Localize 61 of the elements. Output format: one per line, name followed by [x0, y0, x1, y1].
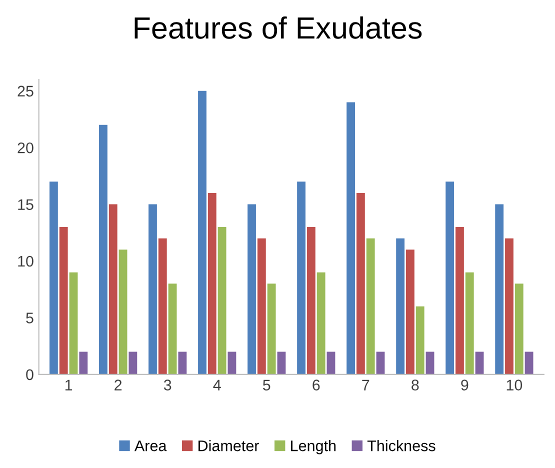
bar	[148, 204, 157, 374]
bar	[524, 352, 534, 374]
x-tick-label: 6	[312, 380, 320, 390]
bar	[79, 352, 88, 374]
y-tick-label: 5	[26, 312, 34, 324]
bar	[59, 226, 68, 374]
y-tick-label: 10	[18, 256, 34, 267]
y-tick-label: 15	[18, 199, 34, 210]
bar	[514, 284, 524, 374]
bar	[178, 352, 187, 374]
bar	[297, 182, 306, 374]
bar	[108, 204, 118, 374]
x-tick-label: 4	[213, 380, 221, 390]
y-tick-label: 25	[18, 86, 34, 97]
bar	[208, 192, 216, 374]
bar	[257, 238, 266, 374]
bar	[446, 182, 454, 374]
bar	[168, 284, 177, 374]
y-tick-label: 0	[26, 369, 34, 380]
legend-label: Thickness	[367, 440, 436, 452]
bar	[396, 238, 405, 374]
x-tick-label: 5	[262, 380, 270, 390]
legend-label: Diameter	[198, 440, 259, 452]
bar	[277, 352, 286, 374]
x-tick-label: 3	[164, 380, 172, 390]
bar	[248, 204, 256, 374]
bar	[69, 272, 78, 374]
bar	[366, 238, 375, 374]
bar	[118, 250, 128, 374]
bar	[475, 352, 484, 374]
chart-title: Features of Exudates	[134, 16, 422, 39]
bar	[465, 272, 474, 374]
x-tick-label: 10	[506, 380, 522, 390]
bar	[158, 238, 167, 374]
x-tick-label: 9	[461, 380, 468, 390]
bar	[376, 352, 385, 374]
x-tick-label: 7	[362, 380, 370, 390]
bar	[346, 102, 355, 374]
y-tick-label: 20	[18, 142, 34, 154]
bar	[406, 250, 414, 374]
bar	[456, 226, 464, 374]
bar	[228, 352, 236, 374]
bar	[267, 284, 276, 374]
x-tick-label: 1	[65, 380, 72, 390]
legend-label: Length	[291, 440, 336, 454]
bar	[356, 192, 365, 374]
x-tick-label: 8	[412, 380, 419, 390]
x-tick-label: 2	[114, 380, 122, 390]
legend-label: Area	[134, 440, 167, 452]
bar	[426, 352, 434, 374]
bar	[306, 226, 316, 374]
bar	[198, 90, 206, 374]
bar	[99, 124, 108, 374]
bar	[316, 272, 326, 374]
bar	[128, 352, 138, 374]
bar	[505, 238, 514, 374]
bar	[326, 352, 336, 374]
bar	[495, 204, 504, 374]
bar	[416, 306, 424, 374]
bar	[218, 226, 226, 374]
bar	[49, 182, 58, 374]
